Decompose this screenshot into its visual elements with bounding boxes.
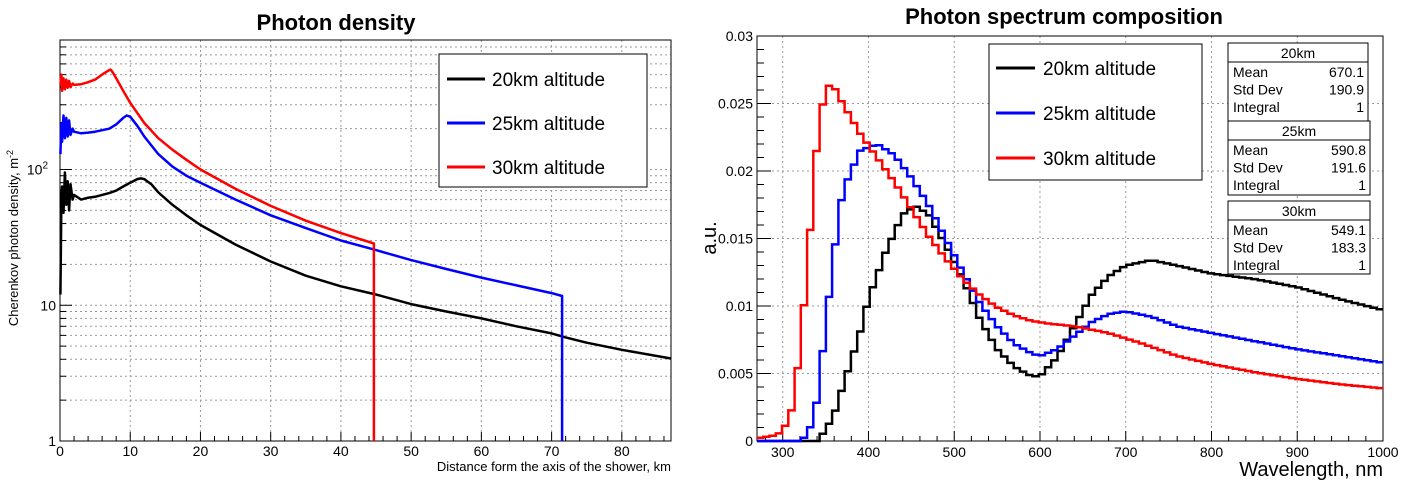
stat-box-title: 20km — [1281, 45, 1315, 61]
stat-row-value: 191.6 — [1331, 160, 1366, 176]
stat-row-label: Mean — [1233, 64, 1268, 80]
series-line — [59, 171, 672, 360]
x-tick-label: 700 — [1114, 444, 1138, 460]
legend-label: 20km altitude — [492, 70, 605, 91]
stat-row-value: 549.1 — [1331, 222, 1366, 238]
stat-row-value: 183.3 — [1331, 240, 1366, 256]
series-line — [757, 144, 1383, 443]
stat-box-frame — [1227, 120, 1371, 196]
x-tick-label: 500 — [943, 444, 967, 460]
series-line — [757, 84, 1383, 440]
series-30km-altitude — [757, 84, 1383, 440]
stat-row-value: 190.9 — [1329, 82, 1364, 98]
stat-row-value: 590.8 — [1331, 142, 1366, 158]
stat-row-label: Std Dev — [1233, 82, 1283, 98]
x-axis-label: Wavelength, nm — [1239, 459, 1383, 481]
stat-row-label: Mean — [1233, 222, 1268, 238]
y-tick-label: 10 — [40, 297, 56, 313]
legend-box — [438, 53, 648, 188]
x-tick-label: 60 — [474, 443, 490, 459]
x-tick-label: 400 — [857, 444, 881, 460]
y-tick-label: 0.02 — [726, 163, 753, 179]
y-tick-label: 0.01 — [726, 298, 753, 314]
legend-label: 30km altitude — [1043, 149, 1156, 170]
stat-row-value: 1 — [1356, 99, 1364, 115]
legend-label: 30km altitude — [492, 158, 605, 179]
series-25km-altitude — [59, 114, 564, 441]
y-axis-label: Cherenkov photon density, m-2 — [5, 150, 21, 326]
photon-spectrum-chart: Photon spectrum composition Wavelength, … — [699, 4, 1399, 481]
stat-row-label: Std Dev — [1233, 240, 1283, 256]
stat-row-value: 1 — [1358, 177, 1366, 193]
stat-box-30km: 30km Mean 549.1 Std Dev 183.3 Integral 1 — [1227, 200, 1371, 275]
x-tick-label: 900 — [1286, 444, 1310, 460]
series-30km-altitude — [59, 68, 376, 441]
stat-row-value: 670.1 — [1329, 64, 1364, 80]
stat-row-value: 1 — [1358, 257, 1366, 273]
x-tick-label: 10 — [122, 443, 138, 459]
legend-label: 25km altitude — [1043, 104, 1156, 125]
x-tick-label: 300 — [771, 444, 795, 460]
stat-row-label: Std Dev — [1233, 160, 1283, 176]
y-tick-label: 0.005 — [718, 366, 753, 382]
y-tick-label: 0.03 — [726, 28, 753, 44]
legend-label: 25km altitude — [492, 114, 605, 135]
y-tick-label: 1 — [48, 433, 56, 449]
y-axis-label-text: Cherenkov photon density, m — [6, 158, 21, 326]
x-tick-label: 40 — [333, 443, 349, 459]
x-tick-label: 1000 — [1367, 444, 1398, 460]
series-20km-altitude — [757, 205, 1383, 443]
legend: 20km altitude 25km altitude 30km altitude — [988, 43, 1203, 181]
x-tick-label: 20 — [193, 443, 209, 459]
x-tick-label: 80 — [614, 443, 630, 459]
stat-box-25km: 25km Mean 590.8 Std Dev 191.6 Integral 1 — [1227, 120, 1371, 196]
stat-box-title: 30km — [1282, 203, 1316, 219]
x-tick-label: 50 — [403, 443, 419, 459]
photon-density-chart: Photon density Distance form the axis of… — [5, 10, 672, 474]
stat-box-frame — [1227, 200, 1371, 275]
stat-row-label: Integral — [1233, 257, 1280, 273]
y-tick-label-exponent: 2 — [42, 161, 48, 172]
y-tick-label: 102 — [27, 161, 49, 178]
y-axis-label: a.u. — [699, 221, 721, 254]
stat-row-label: Integral — [1233, 177, 1280, 193]
series-line — [59, 68, 376, 441]
stat-box-title: 25km — [1282, 123, 1316, 139]
ticks — [757, 35, 1384, 442]
x-axis-label: Distance form the axis of the shower, km — [437, 459, 671, 474]
chart-title: Photon spectrum composition — [905, 4, 1223, 29]
y-tick-label: 0 — [745, 433, 753, 449]
legend-label: 20km altitude — [1043, 59, 1156, 80]
y-axis-label-exponent: -2 — [5, 150, 15, 158]
series-20km-altitude — [59, 171, 672, 360]
chart-title: Photon density — [257, 10, 417, 35]
x-tick-label: 600 — [1028, 444, 1052, 460]
x-tick-label: 70 — [544, 443, 560, 459]
x-tick-label: 800 — [1200, 444, 1224, 460]
y-tick-label: 0.015 — [718, 231, 753, 247]
x-tick-label: 30 — [263, 443, 279, 459]
stat-row-label: Integral — [1233, 99, 1280, 115]
x-tick-label: 0 — [56, 443, 64, 459]
stat-row-label: Mean — [1233, 142, 1268, 158]
series-25km-altitude — [757, 144, 1383, 443]
series-line — [757, 205, 1383, 443]
series-line — [59, 114, 564, 441]
legend: 20km altitude 25km altitude 30km altitude — [438, 53, 648, 188]
y-tick-label: 0.025 — [718, 96, 753, 112]
